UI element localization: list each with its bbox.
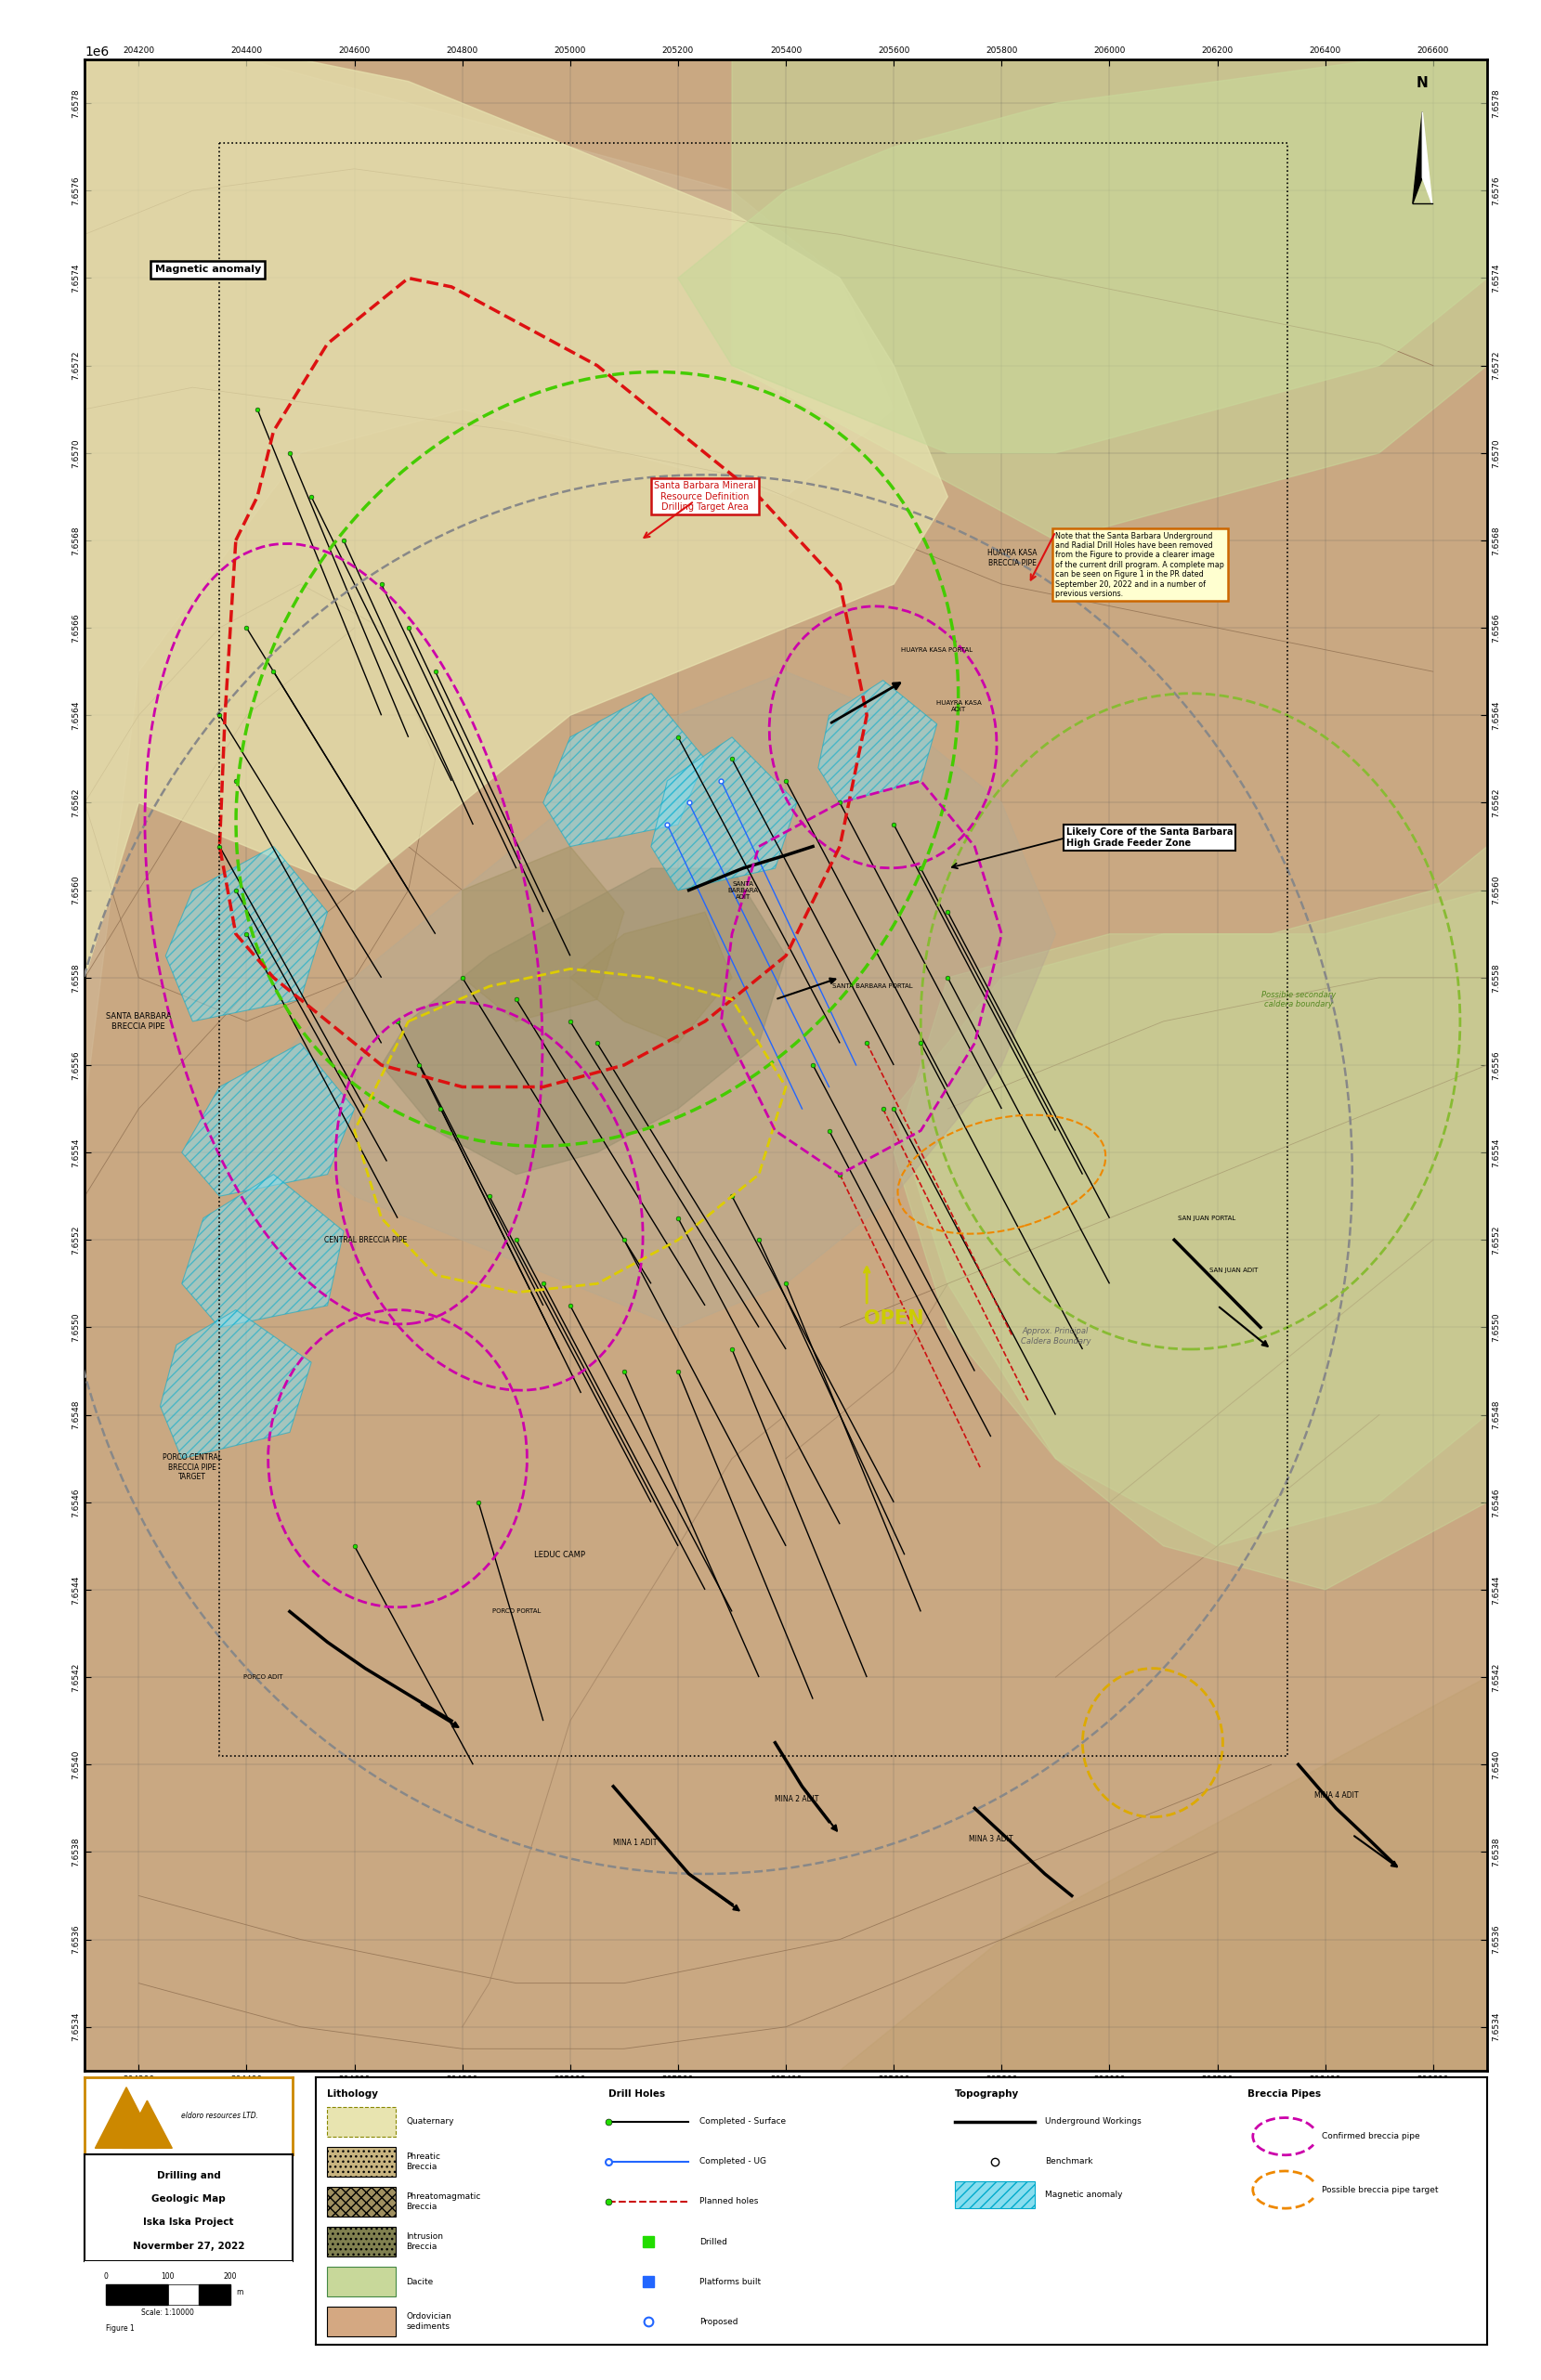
Polygon shape bbox=[199, 2285, 231, 2304]
Text: MINA 4 ADIT: MINA 4 ADIT bbox=[1314, 1792, 1358, 1799]
Text: Drilled: Drilled bbox=[700, 2237, 727, 2247]
Text: PORCO ADIT: PORCO ADIT bbox=[243, 1676, 282, 1680]
Bar bbox=[327, 2106, 396, 2137]
Bar bbox=[327, 2147, 396, 2175]
Polygon shape bbox=[678, 60, 1487, 452]
Polygon shape bbox=[381, 869, 786, 1173]
Text: PORCO PORTAL: PORCO PORTAL bbox=[492, 1609, 541, 1614]
Text: PORCO CENTRAL
BRECCIA PIPE
TARGET: PORCO CENTRAL BRECCIA PIPE TARGET bbox=[163, 1454, 222, 1480]
Text: SANTA BARBARA PORTAL: SANTA BARBARA PORTAL bbox=[832, 983, 912, 990]
Bar bbox=[955, 2182, 1034, 2209]
Bar bbox=[327, 2187, 396, 2216]
Text: LEDUC CAMP: LEDUC CAMP bbox=[533, 1549, 586, 1559]
Text: MINA 2 ADIT: MINA 2 ADIT bbox=[775, 1795, 818, 1804]
Polygon shape bbox=[168, 2285, 199, 2304]
Polygon shape bbox=[182, 1173, 344, 1328]
Bar bbox=[327, 2268, 396, 2297]
Bar bbox=[327, 2228, 396, 2256]
Polygon shape bbox=[462, 847, 624, 1021]
Text: Magnetic anomaly: Magnetic anomaly bbox=[1045, 2192, 1123, 2199]
Polygon shape bbox=[894, 847, 1487, 1590]
Text: Completed - Surface: Completed - Surface bbox=[700, 2118, 786, 2125]
Text: CENTRAL BRECCIA PIPE: CENTRAL BRECCIA PIPE bbox=[324, 1235, 407, 1245]
Text: Intrusion
Breccia: Intrusion Breccia bbox=[407, 2232, 444, 2251]
Text: HUAYRA KASA
ADIT: HUAYRA KASA ADIT bbox=[935, 700, 982, 712]
Text: 200: 200 bbox=[223, 2273, 237, 2280]
Text: Magnetic anomaly: Magnetic anomaly bbox=[154, 264, 260, 274]
Text: Note that the Santa Barbara Underground
and Radial Drill Holes have been removed: Note that the Santa Barbara Underground … bbox=[1056, 531, 1225, 597]
Polygon shape bbox=[85, 60, 948, 978]
Polygon shape bbox=[542, 693, 704, 847]
Text: Phreatic
Breccia: Phreatic Breccia bbox=[407, 2152, 441, 2171]
Polygon shape bbox=[1422, 112, 1432, 205]
Text: Confirmed breccia pipe: Confirmed breccia pipe bbox=[1322, 2132, 1421, 2140]
Text: Breccia Pipes: Breccia Pipes bbox=[1248, 2090, 1321, 2099]
Text: Planned holes: Planned holes bbox=[700, 2197, 758, 2206]
Text: Drill Holes: Drill Holes bbox=[609, 2090, 666, 2099]
Text: Scale: 1:10000: Scale: 1:10000 bbox=[142, 2309, 194, 2316]
Polygon shape bbox=[840, 1678, 1487, 2071]
Text: Santa Barbara Mineral
Resource Definition
Drilling Target Area: Santa Barbara Mineral Resource Definitio… bbox=[653, 481, 757, 512]
Text: 0: 0 bbox=[103, 2273, 108, 2280]
Text: Benchmark: Benchmark bbox=[1045, 2159, 1093, 2166]
Polygon shape bbox=[570, 912, 732, 1042]
Text: Dacite: Dacite bbox=[407, 2278, 433, 2285]
Text: HUAYRA KASA
BRECCIA PIPE: HUAYRA KASA BRECCIA PIPE bbox=[988, 550, 1037, 566]
Polygon shape bbox=[160, 1309, 311, 1459]
Text: HUAYRA KASA PORTAL: HUAYRA KASA PORTAL bbox=[901, 647, 972, 652]
Text: Underground Workings: Underground Workings bbox=[1045, 2118, 1142, 2125]
Text: OPEN: OPEN bbox=[865, 1309, 923, 1328]
Text: SANTA BARBARA
BRECCIA PIPE: SANTA BARBARA BRECCIA PIPE bbox=[106, 1011, 171, 1031]
Polygon shape bbox=[1413, 112, 1422, 205]
Text: Figure 1: Figure 1 bbox=[105, 2323, 134, 2332]
Text: eldoro resources LTD.: eldoro resources LTD. bbox=[182, 2111, 259, 2121]
Bar bbox=[327, 2306, 396, 2337]
Text: SAN JUAN ADIT: SAN JUAN ADIT bbox=[1210, 1269, 1257, 1273]
Text: MINA 1 ADIT: MINA 1 ADIT bbox=[613, 1840, 656, 1847]
Text: Approx. Principal
Caldera Boundary: Approx. Principal Caldera Boundary bbox=[1020, 1328, 1091, 1345]
Polygon shape bbox=[818, 681, 937, 802]
Polygon shape bbox=[165, 847, 327, 1021]
Text: Drilling and: Drilling and bbox=[157, 2171, 220, 2180]
Polygon shape bbox=[105, 2285, 168, 2304]
Text: Lithology: Lithology bbox=[327, 2090, 378, 2099]
Polygon shape bbox=[96, 2087, 157, 2149]
Text: Platforms built: Platforms built bbox=[700, 2278, 761, 2285]
Text: Possible breccia pipe target: Possible breccia pipe target bbox=[1322, 2185, 1439, 2194]
Text: Phreatomagmatic
Breccia: Phreatomagmatic Breccia bbox=[407, 2192, 481, 2211]
Polygon shape bbox=[732, 60, 1487, 540]
Text: Iska Iska Project: Iska Iska Project bbox=[143, 2218, 234, 2228]
Text: 100: 100 bbox=[162, 2273, 174, 2280]
Polygon shape bbox=[894, 890, 1487, 1547]
Text: m: m bbox=[237, 2287, 243, 2297]
Text: Topography: Topography bbox=[955, 2090, 1019, 2099]
Text: Possible secondary
caldera boundary: Possible secondary caldera boundary bbox=[1261, 990, 1336, 1009]
Text: Quaternary: Quaternary bbox=[407, 2118, 455, 2125]
Polygon shape bbox=[182, 1042, 354, 1197]
Polygon shape bbox=[85, 60, 894, 1109]
Text: Ordovician
sediments: Ordovician sediments bbox=[407, 2313, 452, 2330]
Text: Likely Core of the Santa Barbara
High Grade Feeder Zone: Likely Core of the Santa Barbara High Gr… bbox=[1066, 828, 1233, 847]
Text: Proposed: Proposed bbox=[700, 2318, 738, 2325]
Polygon shape bbox=[247, 671, 1056, 1328]
Text: Geologic Map: Geologic Map bbox=[151, 2194, 227, 2204]
Polygon shape bbox=[122, 2102, 173, 2149]
Polygon shape bbox=[650, 738, 797, 890]
Text: Completed - UG: Completed - UG bbox=[700, 2159, 766, 2166]
Text: SAN JUAN PORTAL: SAN JUAN PORTAL bbox=[1177, 1216, 1236, 1221]
Text: MINA 3 ADIT: MINA 3 ADIT bbox=[969, 1835, 1012, 1842]
Text: N: N bbox=[1416, 76, 1429, 90]
Text: Novermber 27, 2022: Novermber 27, 2022 bbox=[133, 2242, 245, 2251]
Text: SANTA
BARBARA
ADIT: SANTA BARBARA ADIT bbox=[727, 881, 758, 900]
